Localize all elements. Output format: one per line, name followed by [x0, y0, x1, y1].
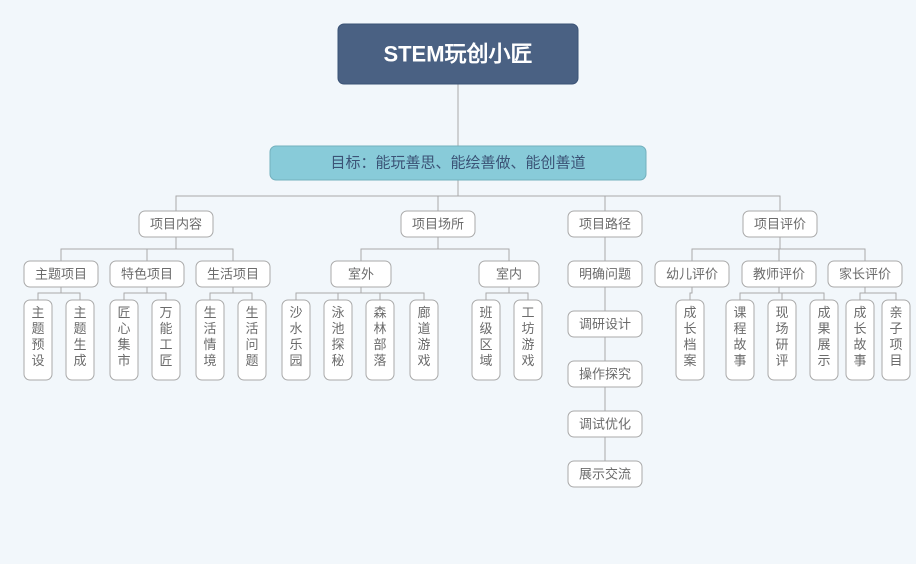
vlabel-v132: 生活问题 — [245, 305, 258, 368]
label-title: STEM玩创小匠 — [383, 42, 532, 67]
vlabel-v221: 班级区域 — [479, 305, 492, 368]
vlabel-v214: 廊道游戏 — [417, 305, 430, 368]
label-cat4: 项目评价 — [754, 217, 806, 232]
vlabel-v112: 主题生成 — [73, 305, 86, 368]
vlabel-v213: 森林部落 — [373, 305, 386, 368]
label-sub41: 幼儿评价 — [666, 267, 718, 282]
label-sub21: 室外 — [348, 267, 374, 282]
label-sub42: 教师评价 — [753, 267, 805, 282]
label-step3: 操作探究 — [579, 367, 631, 382]
label-step4: 调试优化 — [579, 417, 631, 432]
label-step5: 展示交流 — [579, 467, 631, 482]
label-sub43: 家长评价 — [839, 267, 891, 282]
label-sub12: 特色项目 — [121, 267, 173, 282]
label-cat2: 项目场所 — [412, 217, 464, 232]
label-step2: 调研设计 — [579, 317, 631, 332]
label-cat3: 项目路径 — [579, 217, 631, 232]
vlabel-v222: 工坊游戏 — [521, 305, 534, 368]
label-sub22: 室内 — [496, 267, 522, 282]
tree-diagram: STEM玩创小匠目标：能玩善思、能绘善做、能创善道项目内容 项目场所 项目路径 项目评… — [0, 0, 916, 564]
vlabel-v422: 现场研评 — [775, 305, 788, 368]
label-goal: 目标：能玩善思、能绘善做、能创善道 — [330, 155, 585, 172]
vlabel-v411: 成长档案 — [683, 305, 696, 368]
label-sub11: 主题项目 — [35, 267, 87, 282]
vlabel-v431: 成长故事 — [853, 305, 866, 368]
vlabel-v211: 沙水乐园 — [289, 305, 302, 368]
vlabel-v421: 课程故事 — [733, 305, 746, 368]
vlabel-v432: 亲子项目 — [889, 305, 902, 368]
vlabel-v423: 成果展示 — [817, 305, 830, 368]
vlabel-v212: 泳池探秘 — [331, 305, 344, 368]
vlabel-v121: 匠心集市 — [117, 305, 130, 368]
vlabel-v131: 生活情境 — [203, 305, 216, 368]
label-cat1: 项目内容 — [150, 217, 202, 232]
vlabel-v111: 主题预设 — [31, 305, 44, 368]
vlabel-v122: 万能工匠 — [159, 305, 172, 368]
label-sub31: 明确问题 — [579, 267, 631, 282]
label-sub13: 生活项目 — [207, 267, 259, 282]
